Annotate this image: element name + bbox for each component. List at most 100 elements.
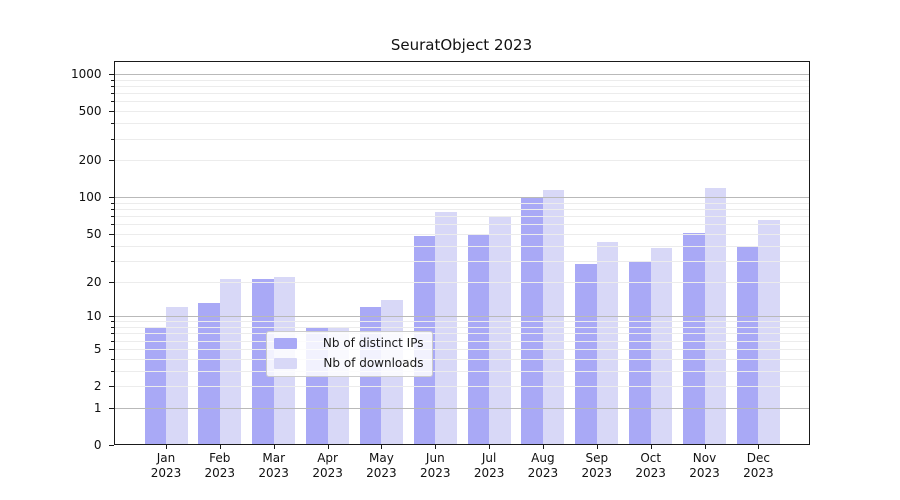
y-minor-tick <box>110 138 114 140</box>
bar-distinct-ips <box>575 264 597 445</box>
bar-downloads <box>758 220 780 445</box>
legend-row-distinct-ips: Nb of distinct IPs <box>273 336 424 353</box>
y-minor-tick <box>110 209 114 210</box>
y-tick-label: 200 <box>78 153 102 168</box>
y-tick-label: 1 <box>93 400 102 415</box>
major-gridline <box>113 74 810 75</box>
y-tick-label: 50 <box>86 226 102 241</box>
minor-gridline <box>113 370 810 372</box>
y-tick <box>108 74 114 75</box>
bar-distinct-ips <box>521 197 543 445</box>
y-minor-tick <box>110 86 114 87</box>
minor-gridline <box>113 138 810 140</box>
y-tick-label: 500 <box>78 104 102 119</box>
x-tick <box>435 445 437 449</box>
x-tick-label: Sep 2023 <box>581 451 613 480</box>
x-tick <box>650 445 652 449</box>
minor-gridline <box>113 348 810 350</box>
bar-downloads <box>489 216 511 445</box>
y-minor-tick <box>110 340 114 342</box>
y-tick <box>108 197 114 199</box>
x-tick-label: Jul 2023 <box>473 451 505 480</box>
bar-downloads <box>219 279 242 445</box>
y-tick-label: 100 <box>78 190 102 205</box>
minor-gridline <box>113 327 810 328</box>
bar-downloads <box>650 248 673 445</box>
x-tick-label: Mar 2023 <box>258 451 289 480</box>
minor-gridline <box>113 260 810 262</box>
legend-swatch-distinct-ips <box>273 338 297 350</box>
plot-area <box>113 60 810 445</box>
legend-row-downloads: Nb of downloads <box>273 355 424 372</box>
x-tick-label: Dec 2023 <box>743 451 774 480</box>
x-tick <box>704 445 706 449</box>
x-tick <box>381 445 383 449</box>
bar-distinct-ips <box>198 303 220 445</box>
y-tick <box>108 407 114 409</box>
minor-gridline <box>113 233 810 235</box>
y-tick <box>108 316 114 318</box>
major-gridline <box>113 407 810 409</box>
x-tick <box>166 445 167 449</box>
major-gridline <box>113 197 810 199</box>
y-minor-tick <box>110 245 114 247</box>
x-tick-label: Oct 2023 <box>635 451 666 480</box>
x-tick-label: Apr 2023 <box>312 451 343 480</box>
minor-gridline <box>113 333 810 335</box>
x-tick-label: Jun 2023 <box>420 451 451 480</box>
y-minor-tick <box>110 224 114 226</box>
bar-downloads <box>435 212 457 445</box>
y-minor-tick <box>110 370 114 372</box>
minor-gridline <box>113 111 810 113</box>
y-tick <box>108 233 114 235</box>
minor-gridline <box>113 209 810 210</box>
x-tick-label: Nov 2023 <box>689 451 720 480</box>
x-tick-label: Jan 2023 <box>150 451 182 480</box>
minor-gridline <box>113 281 810 283</box>
bar-distinct-ips <box>252 279 274 445</box>
minor-gridline <box>113 86 810 87</box>
minor-gridline <box>113 101 810 103</box>
legend-swatch-downloads <box>273 357 297 369</box>
legend: Nb of distinct IPs Nb of downloads <box>265 330 433 377</box>
x-tick-label: Feb 2023 <box>204 451 236 480</box>
minor-gridline <box>113 224 810 226</box>
y-tick-label: 1000 <box>70 67 102 81</box>
y-tick-label: 0 <box>93 438 102 452</box>
legend-label-distinct-ips: Nb of distinct IPs <box>322 336 424 351</box>
major-gridline <box>113 316 810 318</box>
bar-downloads <box>542 190 565 445</box>
minor-gridline <box>113 160 810 162</box>
y-tick <box>108 111 114 113</box>
x-tick <box>273 445 275 449</box>
bar-downloads <box>596 241 619 445</box>
bar-distinct-ips <box>467 234 490 445</box>
y-minor-tick <box>110 123 114 125</box>
chart-title: SeuratObject 2023 <box>390 36 533 54</box>
y-minor-tick <box>110 216 114 218</box>
y-minor-tick <box>110 358 114 360</box>
y-tick-label: 10 <box>86 309 102 324</box>
y-tick-label: 20 <box>86 274 102 289</box>
y-minor-tick <box>110 321 114 323</box>
y-tick <box>108 348 114 350</box>
x-tick-label: May 2023 <box>366 451 397 480</box>
minor-gridline <box>113 358 810 360</box>
x-tick <box>542 445 544 449</box>
y-tick <box>108 281 114 283</box>
minor-gridline <box>113 321 810 323</box>
bar-distinct-ips <box>629 262 651 445</box>
x-tick <box>327 445 329 449</box>
minor-gridline <box>113 216 810 218</box>
x-tick <box>489 445 491 449</box>
legend-label-downloads: Nb of downloads <box>323 355 424 370</box>
y-axis: 1000 500 200 100 50 20 10 5 2 1 0 <box>0 61 114 452</box>
y-minor-tick <box>110 260 114 262</box>
y-tick <box>108 386 114 387</box>
x-tick <box>219 445 221 449</box>
minor-gridline <box>113 93 810 95</box>
bar-distinct-ips <box>736 245 759 445</box>
minor-gridline <box>113 340 810 342</box>
y-tick-label: 2 <box>93 379 102 393</box>
